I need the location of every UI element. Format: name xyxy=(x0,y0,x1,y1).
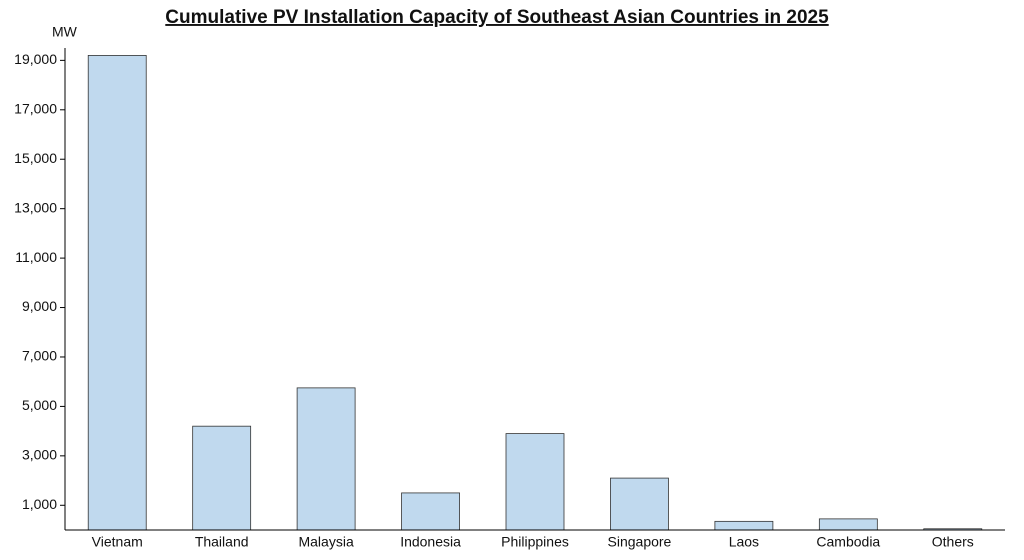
y-tick-label: 15,000 xyxy=(14,150,57,166)
bar xyxy=(296,387,356,531)
x-tick-label: Singapore xyxy=(608,534,672,550)
x-tick-label: Vietnam xyxy=(92,534,143,550)
y-tick-label: 19,000 xyxy=(14,51,57,67)
x-tick-label: Philippines xyxy=(501,534,569,550)
y-axis-label: MW xyxy=(52,24,78,40)
x-tick-label: Others xyxy=(932,534,974,550)
chart-title: Cumulative PV Installation Capacity of S… xyxy=(165,7,829,28)
y-tick-label: 1,000 xyxy=(22,496,57,512)
bar xyxy=(610,477,669,531)
bar xyxy=(505,433,565,531)
x-tick-label: Thailand xyxy=(195,534,249,550)
y-tick-label: 11,000 xyxy=(15,249,57,265)
y-tick-label: 17,000 xyxy=(14,100,57,116)
y-tick-label: 9,000 xyxy=(22,298,57,314)
y-tick-label: 13,000 xyxy=(14,199,57,215)
y-tick-label: 3,000 xyxy=(22,447,57,463)
bar xyxy=(87,55,147,531)
bar xyxy=(818,518,878,531)
y-tick-label: 5,000 xyxy=(22,397,57,413)
x-tick-label: Indonesia xyxy=(400,534,461,550)
y-tick-label: 7,000 xyxy=(22,348,57,364)
x-tick-label: Cambodia xyxy=(816,534,880,550)
x-tick-label: Malaysia xyxy=(298,534,353,550)
x-tick-label: Laos xyxy=(729,534,759,550)
bar xyxy=(714,520,774,531)
bar xyxy=(401,492,460,531)
bar xyxy=(192,425,252,531)
